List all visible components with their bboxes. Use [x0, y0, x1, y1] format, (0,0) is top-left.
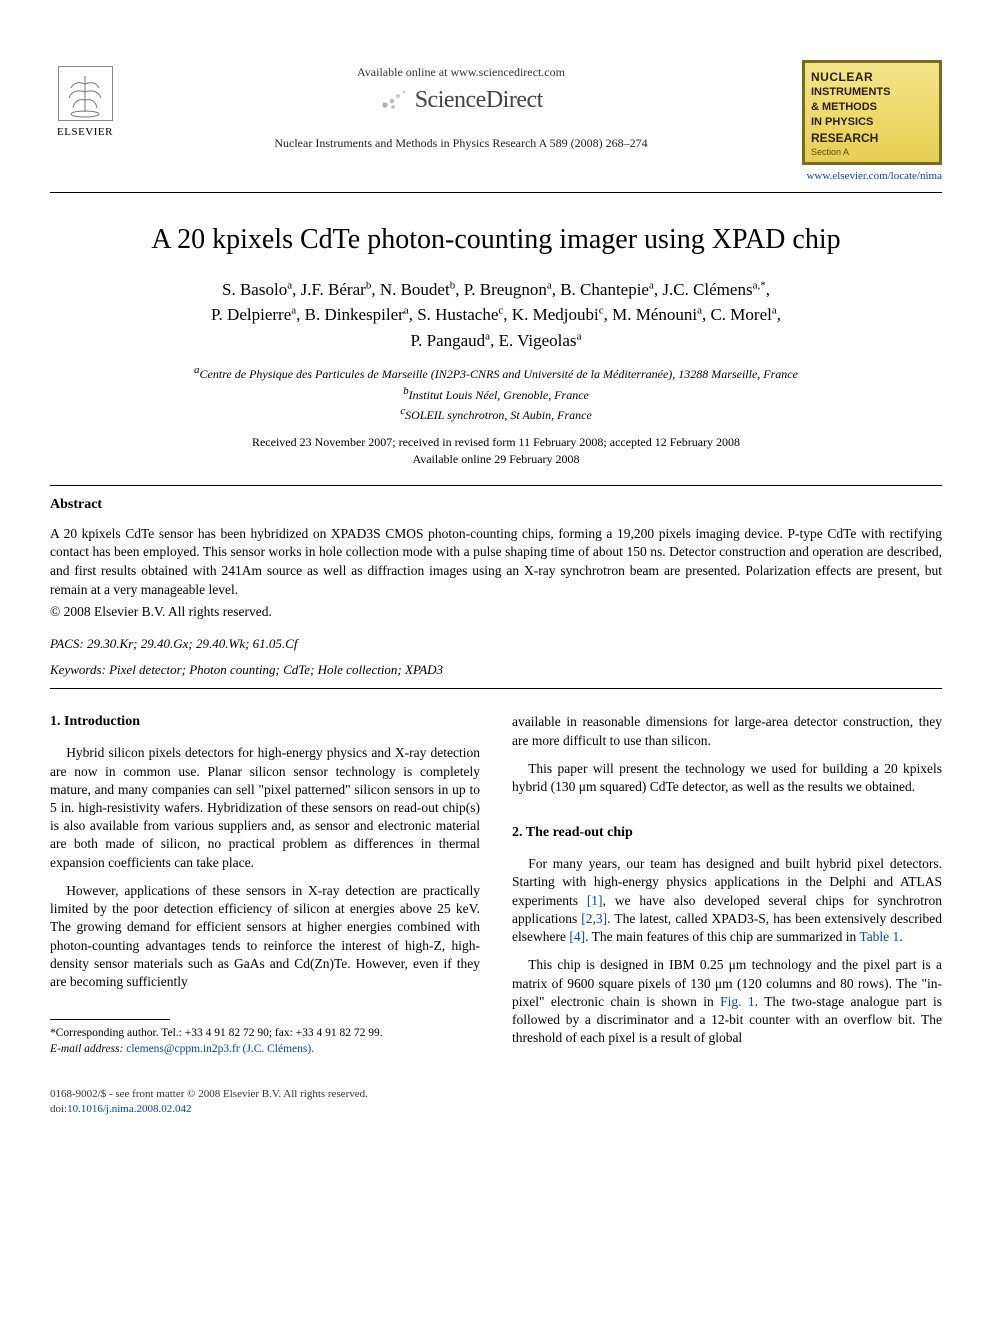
intro-para-3-continuation: available in reasonable dimensions for l…: [512, 713, 942, 749]
journal-citation: Nuclear Instruments and Methods in Physi…: [120, 135, 802, 151]
readout-para-1: For many years, our team has designed an…: [512, 855, 942, 946]
left-column: 1. Introduction Hybrid silicon pixels de…: [50, 713, 480, 1057]
online-date: Available online 29 February 2008: [50, 451, 942, 467]
sciencedirect-dots-icon: [379, 86, 409, 106]
sciencedirect-text: ScienceDirect: [415, 87, 543, 113]
body-columns: 1. Introduction Hybrid silicon pixels de…: [50, 713, 942, 1057]
affil-c: cSOLEIL synchrotron, St Aubin, France: [50, 404, 942, 424]
keywords: Keywords: Pixel detector; Photon countin…: [50, 661, 942, 679]
intro-para-2: However, applications of these sensors i…: [50, 882, 480, 991]
readout-p1-end: .: [899, 929, 902, 944]
nim-line-5: RESEARCH: [811, 130, 933, 146]
corr-email-line: E-mail address: clemens@cppm.in2p3.fr (J…: [50, 1042, 480, 1058]
intro-para-1: Hybrid silicon pixels detectors for high…: [50, 744, 480, 872]
elsevier-label: ELSEVIER: [57, 125, 113, 140]
center-header: Available online at www.sciencedirect.co…: [120, 60, 802, 151]
affil-a: aCentre de Physique des Particules de Ma…: [50, 363, 942, 383]
nim-line-1: NUCLEAR: [811, 69, 933, 85]
fig-1-link[interactable]: Fig. 1: [720, 994, 755, 1009]
pacs-codes: PACS: 29.30.Kr; 29.40.Gx; 29.40.Wk; 61.0…: [50, 635, 942, 653]
section-gap: [512, 806, 942, 824]
intro-para-4: This paper will present the technology w…: [512, 760, 942, 796]
email-label: E-mail address:: [50, 1043, 123, 1055]
footnote-rule: [50, 1019, 170, 1020]
abstract-top-rule: [50, 485, 942, 486]
readout-para-2: This chip is designed in IBM 0.25 μm tec…: [512, 956, 942, 1047]
nim-journal-box: NUCLEAR INSTRUMENTS & METHODS IN PHYSICS…: [802, 60, 942, 165]
header-rule: [50, 192, 942, 193]
abstract-body: A 20 kpixels CdTe sensor has been hybrid…: [50, 525, 942, 600]
abstract-text: A 20 kpixels CdTe sensor has been hybrid…: [50, 526, 942, 597]
ref-link-1[interactable]: [1]: [587, 893, 603, 908]
front-matter-footer: 0168-9002/$ - see front matter © 2008 El…: [50, 1087, 942, 1117]
abstract-bottom-rule: [50, 688, 942, 689]
abstract-heading: Abstract: [50, 496, 942, 515]
received-date: Received 23 November 2007; received in r…: [50, 434, 942, 450]
nim-line-4: IN PHYSICS: [811, 115, 933, 130]
corr-author-line: *Corresponding author. Tel.: +33 4 91 82…: [50, 1026, 480, 1042]
affil-b-text: Institut Louis Néel, Grenoble, France: [409, 388, 589, 402]
doi-line: doi:10.1016/j.nima.2008.02.042: [50, 1102, 942, 1117]
article-dates: Received 23 November 2007; received in r…: [50, 434, 942, 466]
elsevier-logo: ELSEVIER: [50, 60, 120, 140]
article-title: A 20 kpixels CdTe photon-counting imager…: [50, 221, 942, 259]
affiliations: aCentre de Physique des Particules de Ma…: [50, 363, 942, 424]
author-list: S. Basoloa, J.F. Bérarb, N. Boudetb, P. …: [50, 277, 942, 354]
section-2-heading: 2. The read-out chip: [512, 824, 942, 843]
abstract-copyright: © 2008 Elsevier B.V. All rights reserved…: [50, 603, 942, 621]
nim-line-2: INSTRUMENTS: [811, 85, 933, 100]
readout-p1-post: . The main features of this chip are sum…: [585, 929, 859, 944]
elsevier-tree-icon: [58, 66, 113, 121]
available-online-text: Available online at www.sciencedirect.co…: [120, 64, 802, 80]
affil-a-text: Centre de Physique des Particules de Mar…: [200, 367, 798, 381]
right-column: available in reasonable dimensions for l…: [512, 713, 942, 1057]
nim-section: Section A: [811, 146, 933, 158]
page-header: ELSEVIER Available online at www.science…: [50, 60, 942, 184]
doi-label: doi:: [50, 1103, 67, 1115]
affil-b: bInstitut Louis Néel, Grenoble, France: [50, 384, 942, 404]
ref-link-2-3[interactable]: [2,3]: [581, 911, 607, 926]
doi-link[interactable]: 10.1016/j.nima.2008.02.042: [67, 1103, 191, 1115]
nim-box-wrapper: NUCLEAR INSTRUMENTS & METHODS IN PHYSICS…: [802, 60, 942, 184]
affil-c-text: SOLEIL synchrotron, St Aubin, France: [405, 408, 592, 422]
nim-url-link[interactable]: www.elsevier.com/locate/nima: [802, 169, 942, 184]
sciencedirect-logo: ScienceDirect: [120, 84, 802, 116]
section-1-heading: 1. Introduction: [50, 713, 480, 732]
ref-link-4[interactable]: [4]: [569, 929, 585, 944]
front-matter-line: 0168-9002/$ - see front matter © 2008 El…: [50, 1087, 942, 1102]
corr-email-link[interactable]: clemens@cppm.in2p3.fr (J.C. Clémens).: [126, 1043, 314, 1055]
corresponding-author-footnote: *Corresponding author. Tel.: +33 4 91 82…: [50, 1026, 480, 1057]
nim-line-3: & METHODS: [811, 100, 933, 115]
table-1-link[interactable]: Table 1: [859, 929, 899, 944]
